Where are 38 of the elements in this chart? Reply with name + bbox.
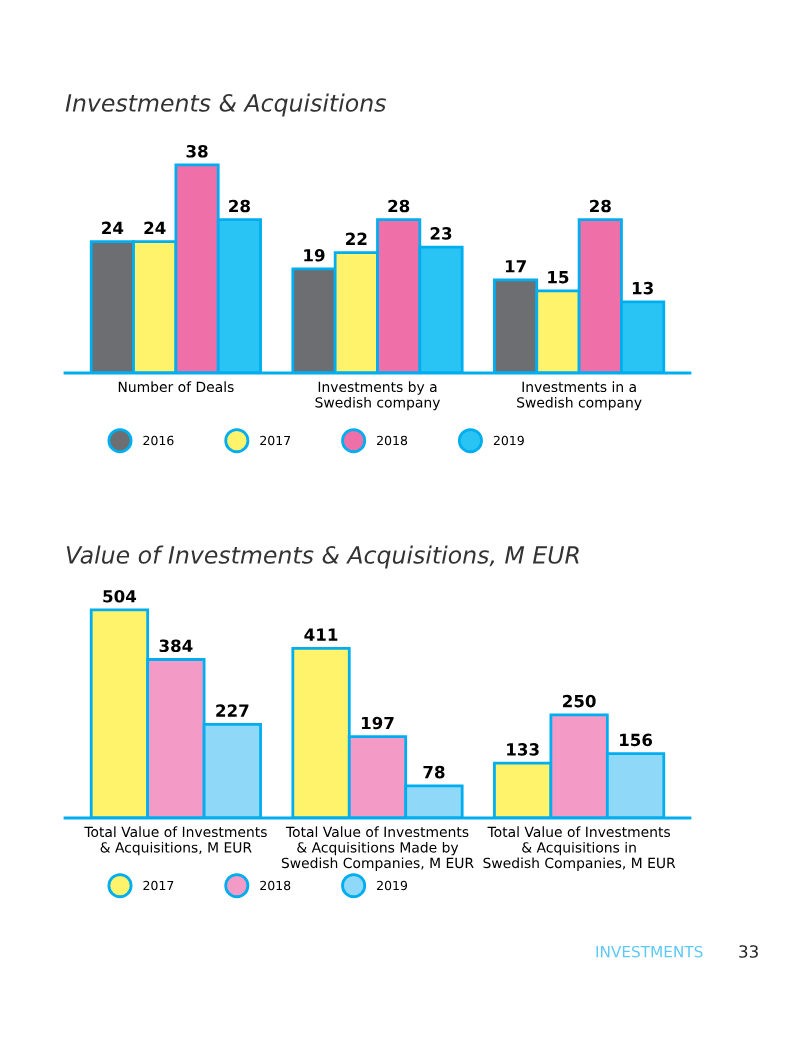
data-label: 15 (548, 271, 569, 284)
data-label: 23 (430, 227, 452, 240)
legend-label: 2018 (260, 880, 291, 891)
legend-label: 2019 (377, 880, 408, 891)
data-label: 17 (505, 260, 526, 273)
legend-label: 2016 (143, 435, 174, 446)
data-label: 13 (632, 281, 653, 295)
legend-label: 2018 (377, 435, 408, 446)
data-label: 22 (346, 232, 367, 245)
data-label: 24 (102, 221, 124, 234)
data-label: 384 (159, 639, 193, 653)
chart-title: Value of Investments & Acquisitions, M EUR (66, 545, 579, 569)
legend-label: 2019 (493, 435, 524, 446)
data-label: 411 (304, 628, 338, 641)
data-label: 197 (361, 716, 394, 730)
legend-label: 2017 (260, 435, 291, 446)
data-label: 250 (563, 694, 596, 708)
x-tick-label: Investments in a Swedish company (517, 381, 642, 411)
data-label: 24 (144, 221, 166, 234)
x-tick-label: Number of Deals (118, 381, 234, 393)
data-label: 156 (620, 733, 653, 747)
data-label: 28 (388, 199, 410, 213)
text: INVESTMENTS (596, 945, 703, 958)
data-label: 133 (507, 743, 539, 756)
legend-label: 2017 (143, 880, 174, 891)
data-label: 28 (229, 199, 250, 213)
x-tick-label: Investments by a Swedish company (315, 381, 441, 411)
data-label: 19 (304, 249, 325, 262)
data-label: 38 (186, 144, 208, 158)
x-tick-label: Total Value of Investments & Acquisitions, M EUR (84, 826, 267, 856)
data-label: 227 (216, 704, 249, 717)
chart-title: Investments & Acquisitions (65, 93, 386, 117)
data-label: 78 (423, 765, 445, 779)
data-label: 28 (590, 199, 611, 213)
text: 33 (739, 945, 758, 958)
x-tick-label: Total Value of Investments & Acquisitions in Swedish Companies, M EUR (483, 826, 676, 871)
x-tick-label: Total Value of Investments & Acquisitions Made by Swedish Companies, M EUR (281, 826, 474, 871)
data-label: 504 (103, 589, 137, 603)
